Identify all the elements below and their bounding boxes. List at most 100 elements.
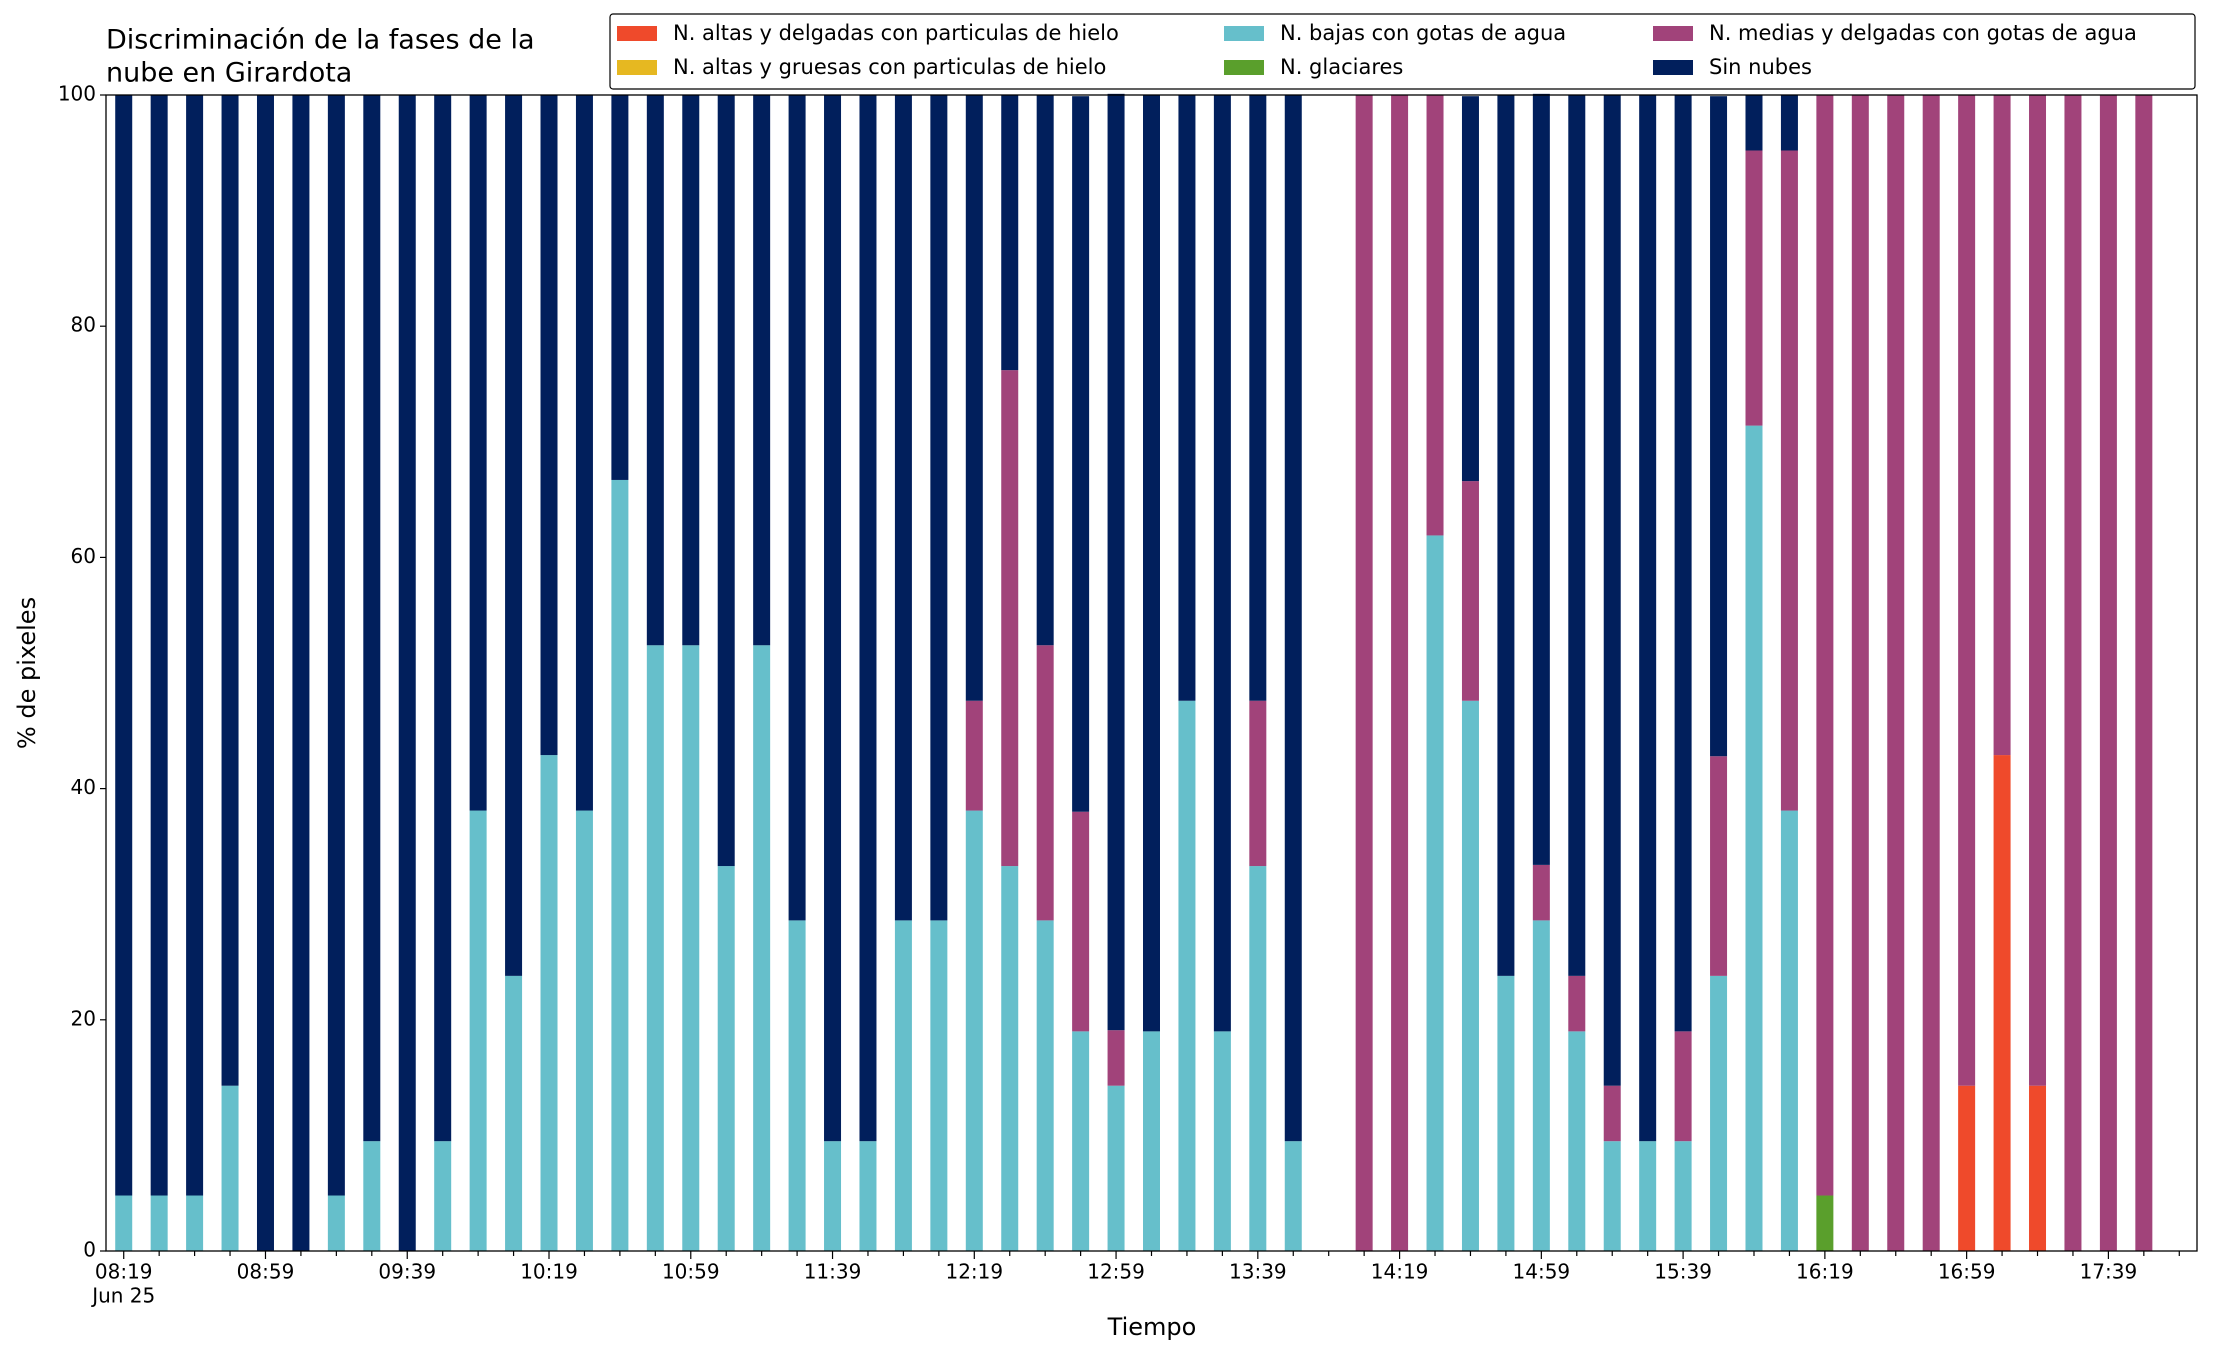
y-tick-label: 0	[83, 1238, 96, 1262]
bar-segment	[1568, 975, 1586, 1032]
bar-segment	[1603, 1141, 1621, 1251]
x-tick-label: 10:59	[662, 1260, 720, 1284]
bar-segment	[1426, 535, 1444, 1251]
bar-segment	[2135, 95, 2153, 1251]
x-tick-label: 17:39	[2080, 1260, 2138, 1284]
bar-segment	[292, 95, 310, 1251]
x-tick-label: 16:59	[1938, 1260, 1996, 1284]
bar-segment	[1710, 975, 1728, 1251]
x-tick-label: 15:39	[1654, 1260, 1712, 1284]
legend-label: N. altas y delgadas con particulas de hi…	[673, 21, 1119, 45]
bar-segment	[1072, 811, 1090, 1032]
bar-segment	[1745, 95, 1763, 151]
x-tick-label: 11:39	[804, 1260, 862, 1284]
chart-title: nube en Girardota	[106, 58, 352, 89]
bar-segment	[469, 810, 487, 1251]
bar-segment	[398, 95, 416, 1251]
bar-segment	[965, 700, 983, 811]
y-axis-label: % de pixeles	[13, 597, 41, 749]
bar-segment	[1426, 95, 1444, 536]
bar-segment	[717, 866, 735, 1251]
bar-segment	[363, 95, 381, 1142]
bar-segment	[540, 95, 558, 756]
bar-segment	[1922, 95, 1940, 1251]
bar-segment	[1284, 1141, 1302, 1251]
bar-segment	[1107, 93, 1125, 1031]
bar-segment	[434, 95, 452, 1142]
bar-segment	[221, 95, 239, 1086]
x-tick-label: 09:39	[378, 1260, 436, 1284]
x-date-label: Jun 25	[90, 1284, 155, 1308]
legend-label: Sin nubes	[1709, 55, 1812, 79]
chart-title: Discriminación de la fases de la	[106, 25, 535, 56]
bar-segment	[1532, 920, 1550, 1251]
bar-segment	[1143, 95, 1160, 1032]
bar-segment	[930, 920, 948, 1251]
bar-segment	[2029, 1085, 2047, 1251]
legend-swatch	[1224, 60, 1264, 75]
bar-segment	[1213, 95, 1231, 1032]
bar-segment	[1993, 95, 2011, 756]
y-tick-label: 40	[71, 775, 96, 799]
bar-segment	[611, 479, 629, 1251]
bar-segment	[1532, 93, 1550, 865]
bar-segment	[1710, 756, 1728, 976]
bar-segment	[788, 920, 806, 1251]
bar-segment	[1001, 370, 1019, 867]
y-tick-label: 80	[71, 313, 96, 337]
bar-segment	[1001, 95, 1019, 371]
bar-segment	[753, 95, 771, 646]
legend-swatch	[1653, 60, 1693, 75]
bar-segment	[1072, 96, 1090, 812]
bar-segment	[646, 95, 664, 646]
bar-segment	[1107, 1085, 1125, 1251]
bar-segment	[1497, 975, 1515, 1251]
bar-segment	[115, 1195, 133, 1251]
x-tick-label: 12:59	[1087, 1260, 1145, 1284]
bar-segment	[1178, 95, 1196, 701]
bar-segment	[150, 1195, 168, 1251]
bar-segment	[1249, 866, 1267, 1251]
bar-segment	[186, 1195, 204, 1251]
bar-segment	[824, 95, 842, 1142]
bar-segment	[186, 95, 204, 1196]
bar-segment	[1603, 95, 1621, 1086]
bar-segment	[575, 810, 593, 1251]
bar-segment	[682, 95, 700, 646]
bar-segment	[1745, 425, 1763, 1252]
bar-segment	[965, 95, 983, 701]
bar-segment	[327, 95, 345, 1196]
bar-segment	[1461, 481, 1479, 701]
bar-segment	[1851, 95, 1869, 1251]
bar-segment	[434, 1141, 452, 1251]
bar-segment	[1284, 95, 1302, 1142]
bar-segment	[859, 1141, 877, 1251]
bar-segment	[256, 95, 274, 1251]
bar-segment	[1993, 755, 2011, 1251]
bar-segment	[1780, 150, 1798, 811]
bar-segment	[753, 645, 771, 1251]
bar-segment	[1780, 810, 1798, 1251]
bar-segment	[1639, 1141, 1657, 1251]
bar-segment	[1391, 95, 1409, 1251]
bar-segment	[540, 755, 558, 1251]
bar-segment	[682, 645, 700, 1251]
x-axis-label: Tiempo	[1107, 1313, 1197, 1341]
bar-segment	[1355, 95, 1373, 1251]
x-tick-label: 14:19	[1371, 1260, 1429, 1284]
bar-segment	[2064, 95, 2082, 1251]
bar-segment	[1036, 920, 1054, 1251]
bar-segment	[1603, 1085, 1621, 1142]
x-tick-label: 12:19	[945, 1260, 1003, 1284]
bar-segment	[1674, 95, 1692, 1032]
bar-segment	[1887, 95, 1905, 1251]
bar-segment	[965, 810, 983, 1251]
legend-label: N. glaciares	[1280, 55, 1403, 79]
bar-segment	[1036, 95, 1054, 646]
legend-box	[609, 13, 2196, 90]
x-tick-label: 10:19	[520, 1260, 578, 1284]
bar-segment	[1461, 96, 1479, 482]
bar-segment	[894, 920, 912, 1251]
bar-segment	[2029, 95, 2047, 1086]
